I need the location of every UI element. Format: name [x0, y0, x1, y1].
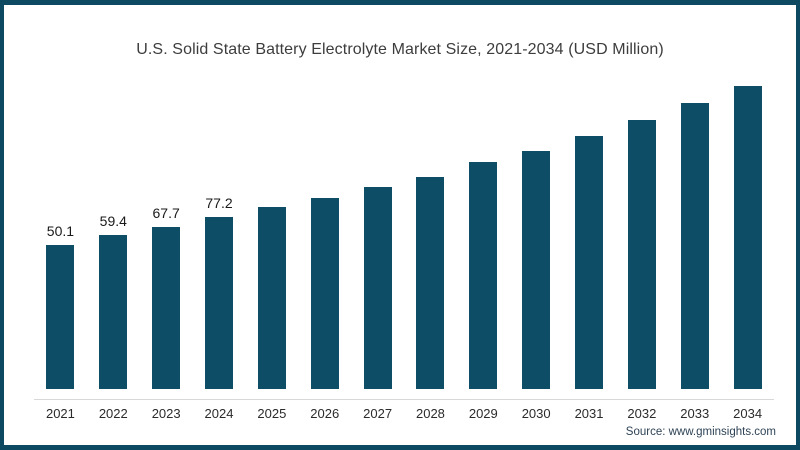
bar-value-label: 67.7: [152, 205, 180, 221]
x-axis-label-2022: 2022: [98, 406, 128, 421]
x-axis-label-2023: 2023: [151, 406, 181, 421]
plot-area: 50.1 59.4 67.7 77.2: [34, 39, 774, 389]
bar-value-label: 77.2: [205, 195, 233, 211]
bar-2024: [205, 217, 233, 389]
x-axis-label-2030: 2030: [521, 406, 551, 421]
x-axis-label-2021: 2021: [45, 406, 75, 421]
bar-2034: [733, 86, 762, 389]
bar-2021: [46, 245, 75, 389]
x-axis-label-2025: 2025: [257, 406, 287, 421]
x-axis-line: [34, 399, 774, 400]
bar-column: [721, 39, 774, 389]
bar-column: [563, 39, 616, 389]
x-axis-labels: 2021 2022 2023 2024 2025 2026 2027 2028 2029 2030…: [34, 406, 774, 421]
bar-column: 77.2: [193, 39, 246, 389]
x-axis-label-2033: 2033: [680, 406, 710, 421]
bar-2022: [99, 235, 128, 389]
bar-column: [245, 39, 298, 389]
x-axis-label-2027: 2027: [363, 406, 393, 421]
bar-column: [404, 39, 457, 389]
bar-2031: [575, 136, 604, 389]
bar-column: [351, 39, 404, 389]
bar-value-label: 59.4: [99, 213, 127, 229]
bar-column: 50.1: [34, 39, 87, 389]
x-axis-label-2029: 2029: [468, 406, 498, 421]
x-axis-label-2031: 2031: [574, 406, 604, 421]
x-axis-label-2032: 2032: [627, 406, 657, 421]
bar-2028: [416, 177, 445, 389]
bar-column: [668, 39, 721, 389]
x-axis-label-2028: 2028: [415, 406, 445, 421]
bar-2026: [310, 198, 339, 389]
bar-column: [298, 39, 351, 389]
bar-column: 59.4: [87, 39, 140, 389]
x-axis-label-2034: 2034: [733, 406, 763, 421]
bar-2029: [469, 162, 498, 389]
source-text: Source: www.gminsights.com: [625, 426, 776, 438]
bar-column: [457, 39, 510, 389]
bar-2023: [152, 227, 181, 389]
bar-column: [510, 39, 563, 389]
chart-title: U.S. Solid State Battery Electrolyte Mar…: [136, 41, 664, 58]
bar-value-label: 50.1: [46, 223, 75, 239]
x-axis-label-2024: 2024: [204, 406, 234, 421]
bar-2025: [257, 207, 286, 389]
x-axis-label-2026: 2026: [310, 406, 340, 421]
bar-column: 67.7: [140, 39, 193, 389]
bar-2030: [522, 151, 551, 389]
bar-2033: [680, 103, 709, 389]
bar-column: [615, 39, 668, 389]
bar-2032: [627, 120, 656, 389]
bar-2027: [363, 187, 392, 389]
